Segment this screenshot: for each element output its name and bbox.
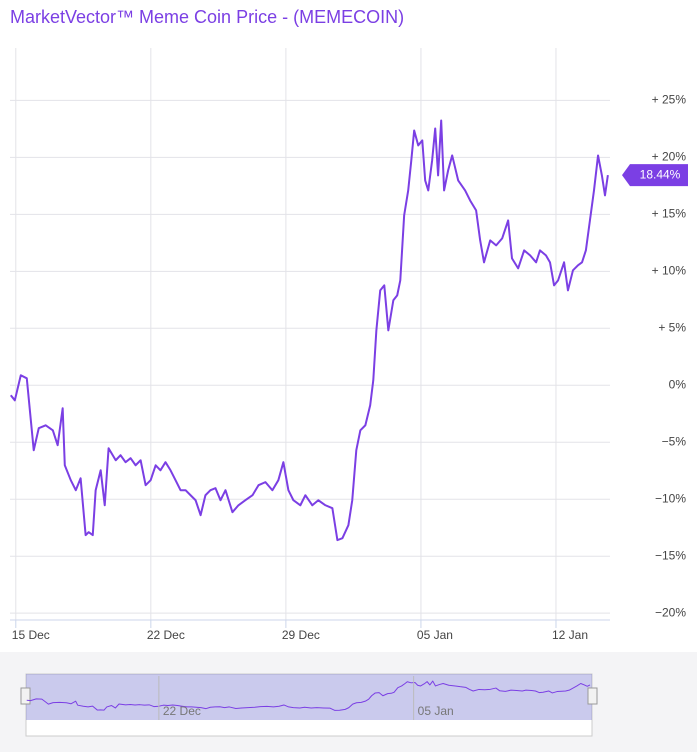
y-tick-label: + 25%	[652, 93, 687, 107]
price-line	[9, 119, 609, 542]
x-tick-label: 12 Jan	[552, 628, 588, 642]
chart-title: MarketVector™ Meme Coin Price - (MEMECOI…	[10, 7, 404, 27]
last-value-label: 18.44%	[640, 167, 681, 181]
navigator-line	[26, 680, 591, 711]
navigator-label: 05 Jan	[418, 704, 454, 718]
y-tick-label: + 10%	[652, 264, 687, 278]
x-tick-label: 05 Jan	[417, 628, 453, 642]
navigator-label: 22 Dec	[163, 704, 201, 718]
navigator-selection	[26, 674, 592, 720]
navigator-frame	[25, 673, 593, 737]
navigator-handle[interactable]	[587, 687, 598, 705]
y-tick-label: + 5%	[658, 320, 686, 334]
navigator-handle[interactable]	[20, 687, 31, 705]
y-tick-label: 0%	[669, 377, 687, 391]
plot-area	[10, 48, 610, 620]
y-tick-label: −15%	[655, 548, 686, 562]
y-tick-label: −20%	[655, 605, 686, 619]
x-tick-label: 15 Dec	[12, 628, 50, 642]
x-tick-label: 29 Dec	[282, 628, 320, 642]
y-tick-label: −5%	[662, 434, 687, 448]
y-tick-label: + 15%	[652, 207, 687, 221]
y-tick-label: −10%	[655, 491, 686, 505]
last-value-badge	[622, 164, 688, 187]
x-tick-label: 22 Dec	[147, 628, 185, 642]
y-tick-label: + 20%	[652, 150, 687, 164]
